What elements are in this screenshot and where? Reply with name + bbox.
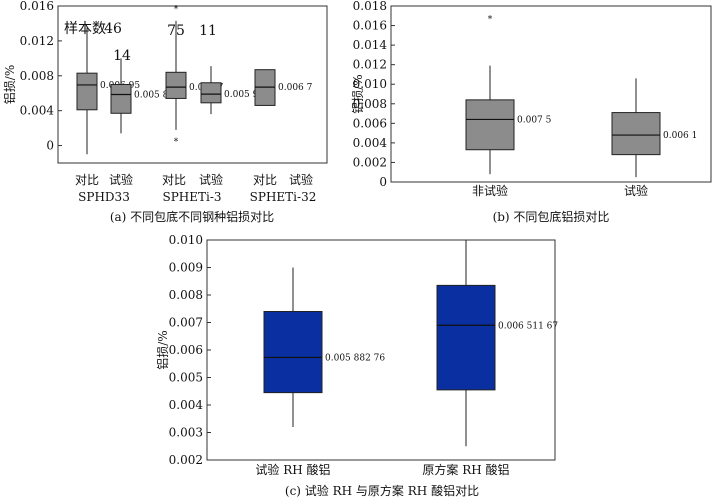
chart-c-box-0-box: [263, 311, 323, 394]
chart-a-xtick-label: 对比: [75, 173, 99, 187]
chart-b-ylabel: 铝损/%: [350, 74, 365, 113]
chart-a-xtick-label: 对比: [162, 173, 186, 187]
chart-c-caption: (c) 试验 RH 与原方案 RH 酸铝对比: [285, 483, 479, 498]
chart-c-ytick-label: 0.004: [169, 398, 204, 412]
chart-c-ylabel: 铝损/%: [155, 330, 170, 369]
chart-a-box-2-box: [165, 71, 187, 99]
chart-c-frame: [206, 239, 556, 461]
chart-b-box-0-median-label: 0.007 5: [517, 115, 552, 125]
chart-c-box-1-median-label: 0.006 511 67: [498, 321, 558, 331]
chart-a-box-2-outlier-0: *: [174, 5, 179, 15]
chart-b-box-0-outlier-0: *: [488, 15, 493, 25]
chart-b-ytick-label: 0.016: [353, 19, 387, 33]
chart-b-ytick-label: 0.014: [353, 38, 388, 52]
chart-c-ytick-label: 0.003: [169, 426, 203, 440]
chart-b-xtick-label: 试验: [624, 183, 648, 198]
chart-a-frame: [57, 5, 328, 164]
chart-a-caption: (a) 不同包底不同钢种铝损对比: [110, 209, 274, 224]
chart-c: 0.002 0.003 0.004 0.005 0.006 0.007 0.008 0.009…: [155, 233, 558, 498]
chart-a-box-3-box: [200, 82, 222, 104]
chart-a-group-label: SPHETi-32: [250, 190, 317, 204]
chart-a-xtick-label: 试验: [199, 172, 223, 187]
chart-c-ytick-label: 0.009: [169, 261, 203, 275]
chart-a-sample-n: 75: [167, 23, 185, 39]
chart-c-xtick-label: 原方案 RH 酸铝: [422, 462, 509, 477]
chart-b-ytick-label: 0.012: [353, 58, 387, 72]
chart-c-ytick-label: 0.007: [169, 316, 203, 330]
chart-c-ytick-label: 0.002: [169, 453, 203, 467]
chart-a-box-3-median-label: 0.005 9: [224, 90, 259, 100]
chart-a-ylabel: 铝损/%: [2, 65, 17, 104]
chart-b-caption: (b) 不同包底铝损对比: [493, 209, 610, 224]
chart-c-box-1-box: [436, 284, 496, 391]
chart-a-box-1-box: [110, 84, 132, 114]
chart-a-group-label: SPHD33: [78, 190, 130, 204]
chart-b-frame: [390, 5, 712, 183]
chart-c-ytick-label: 0.010: [169, 233, 203, 247]
chart-a-ytick-label: 0.008: [20, 69, 54, 83]
chart-a-xtick-label: 试验: [109, 172, 133, 187]
chart-a-box-0-box: [76, 72, 98, 111]
chart-a-ytick-label: 0.004: [20, 104, 55, 118]
chart-a-xtick-label: 对比: [253, 173, 277, 187]
chart-a-ytick-label: 0.012: [20, 34, 54, 48]
chart-b-xtick-label: 非试验: [472, 183, 508, 198]
chart-a-box-4-median-label: 0.006 7: [278, 83, 313, 93]
chart-a-group-label: SPHETi-3: [162, 190, 221, 204]
chart-a-ytick-label: 0.016: [20, 0, 54, 13]
chart-b-ytick-label: 0.004: [353, 136, 388, 150]
chart-b: 0 0.002 0.004 0.006 0.008 0.010 0.012 0.014 0.01…: [350, 0, 712, 224]
chart-a-sample-n: 46: [104, 21, 122, 37]
chart-a-xtick-label: 试验: [289, 172, 313, 187]
chart-a-ytick-label: 0: [46, 139, 54, 153]
chart-b-box-0-box: [465, 99, 515, 151]
chart-a-sample-n: 14: [113, 48, 131, 64]
chart-b-box-1-box: [611, 112, 661, 156]
chart-b-ytick-label: 0.008: [353, 97, 387, 111]
chart-b-ytick-label: 0: [379, 175, 387, 189]
chart-b-ytick-label: 0.010: [353, 77, 387, 91]
chart-b-ytick-label: 0.002: [353, 155, 387, 169]
chart-c-ytick-label: 0.006: [169, 343, 203, 357]
chart-b-box-1-median-label: 0.006 1: [663, 131, 697, 141]
chart-a-sample-label: 样本数: [64, 21, 106, 37]
chart-a-box-2-outlier-1: *: [174, 137, 179, 147]
chart-c-ytick-label: 0.005: [169, 371, 203, 385]
chart-c-xtick-label: 试验 RH 酸铝: [255, 462, 330, 477]
chart-c-box-0-median-label: 0.005 882 76: [325, 353, 385, 363]
chart-b-ytick-label: 0.006: [353, 116, 387, 130]
chart-a-sample-n: 11: [199, 23, 217, 39]
chart-b-ytick-label: 0.018: [353, 0, 387, 13]
chart-a-box-1-median-label: 0.005 85: [134, 91, 174, 101]
chart-c-ytick-label: 0.008: [169, 288, 203, 302]
